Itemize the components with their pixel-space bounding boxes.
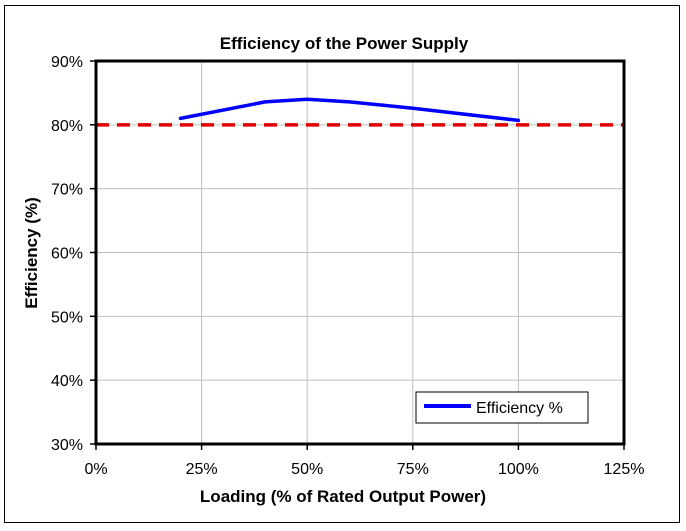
series-lines [178,97,521,123]
y-tick-label: 70% [51,182,83,199]
y-tick-label: 50% [51,309,83,326]
grid-lines [96,61,624,444]
x-tick-label: 100% [498,461,539,478]
x-tick-label: 50% [291,461,323,478]
y-tick-label: 60% [51,246,83,263]
legend-label-efficiency: Efficiency % [476,400,563,417]
x-tick-label: 75% [397,461,429,478]
x-tick-label: 25% [186,461,218,478]
y-tick-label: 40% [51,373,83,390]
x-tick-label: 0% [84,461,107,478]
chart-title: Efficiency of the Power Supply [220,34,469,53]
chart-frame [4,5,680,523]
y-axis-label: Efficiency (%) [22,197,41,308]
legend: Efficiency % [415,391,589,424]
x-tick-label: 125% [604,461,645,478]
y-tick-label: 90% [51,54,83,71]
series-line-efficiency [178,97,521,123]
y-tick-label: 80% [51,118,83,135]
axis-ticks: 0% 25% 50% 75% 100% 125% 30% 40% 50% 60% 70% 80% 90% [51,54,644,478]
x-axis-label: Loading (% of Rated Output Power) [200,487,486,506]
y-tick-label: 30% [51,437,83,454]
